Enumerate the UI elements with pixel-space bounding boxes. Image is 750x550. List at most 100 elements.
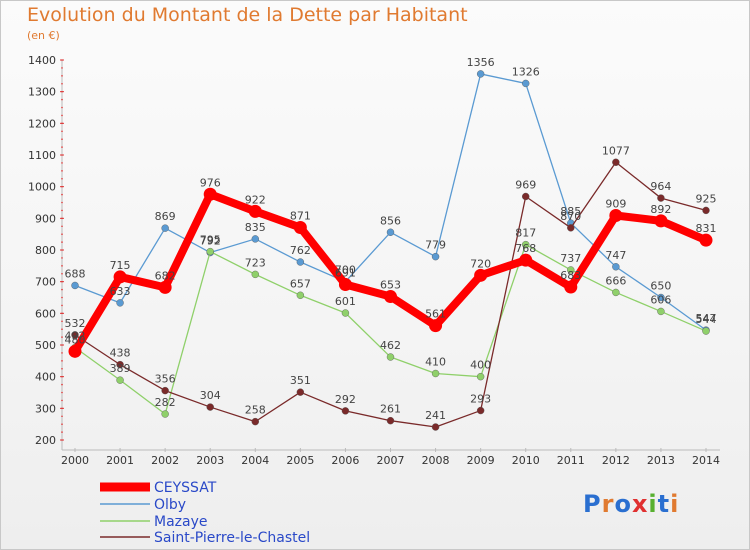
y-tick-label: 500: [35, 339, 56, 352]
data-point: [386, 228, 395, 236]
data-point: [296, 258, 305, 266]
data-label: 683: [560, 269, 581, 282]
data-label: 737: [560, 252, 581, 265]
y-minor-tick: [61, 193, 63, 196]
y-minor-tick: [61, 209, 63, 212]
data-point: [338, 278, 352, 292]
data-point: [251, 235, 259, 243]
data-label: 909: [605, 197, 626, 210]
data-label: 976: [200, 176, 221, 189]
y-minor-tick: [61, 304, 63, 307]
y-minor-tick: [61, 59, 63, 61]
data-point: [206, 403, 214, 411]
y-minor-tick: [61, 114, 63, 117]
y-minor-tick: [61, 320, 63, 323]
y-minor-tick: [61, 98, 63, 101]
data-point: [522, 240, 530, 249]
y-tick-label: 300: [35, 402, 56, 415]
y-minor-tick: [61, 257, 63, 259]
data-point: [341, 309, 350, 317]
data-label: 779: [425, 239, 446, 252]
data-point: [251, 417, 259, 426]
data-point: [474, 268, 488, 282]
y-minor-tick: [61, 146, 63, 148]
data-label: 633: [110, 285, 131, 298]
y-minor-tick: [61, 352, 63, 354]
y-minor-tick: [61, 312, 63, 315]
data-label: 601: [335, 295, 356, 308]
data-point: [476, 372, 485, 381]
data-point: [431, 423, 440, 431]
x-tick-label: 2003: [196, 454, 224, 467]
data-label: 747: [605, 249, 626, 262]
y-tick-label: 200: [35, 434, 56, 447]
y-minor-tick: [61, 177, 63, 180]
data-label: 835: [245, 221, 266, 234]
y-minor-tick: [61, 272, 63, 275]
x-tick-label: 2012: [602, 454, 630, 467]
data-point: [296, 291, 305, 299]
x-tick-label: 2010: [512, 454, 540, 467]
legend-entry: Olby: [154, 497, 186, 513]
y-minor-tick: [61, 423, 63, 425]
y-minor-tick: [61, 185, 63, 188]
data-label: 700: [335, 264, 356, 277]
data-label: 304: [200, 389, 221, 402]
data-label: 261: [380, 403, 401, 416]
data-label: 892: [650, 203, 671, 216]
y-minor-tick: [61, 367, 63, 370]
y-minor-tick: [61, 439, 63, 441]
data-label: 351: [290, 374, 311, 387]
data-label: 561: [425, 308, 446, 321]
data-label: 653: [380, 279, 401, 292]
data-point: [567, 224, 575, 232]
x-tick-label: 2013: [647, 454, 675, 467]
y-minor-tick: [61, 360, 63, 362]
data-point: [564, 280, 578, 294]
y-minor-tick: [61, 328, 63, 330]
y-minor-tick: [61, 82, 63, 85]
y-minor-tick: [61, 154, 63, 156]
y-tick-label: 400: [35, 371, 56, 384]
data-point: [251, 270, 259, 279]
data-point: [384, 290, 397, 304]
data-point: [609, 208, 623, 222]
data-point: [203, 187, 217, 201]
data-point: [113, 270, 127, 284]
data-point: [341, 407, 350, 415]
x-tick-label: 2006: [331, 454, 359, 467]
y-tick-label: 1100: [28, 149, 56, 162]
data-point: [116, 376, 124, 384]
y-minor-tick: [61, 217, 63, 220]
data-label: 241: [425, 409, 446, 422]
data-point: [567, 266, 575, 274]
data-point: [522, 79, 530, 88]
y-minor-tick: [61, 106, 63, 109]
data-label: 657: [290, 277, 311, 290]
data-label: 922: [245, 193, 266, 206]
x-tick-label: 2002: [151, 454, 179, 467]
data-point: [158, 280, 172, 294]
data-point: [522, 192, 530, 201]
x-tick-label: 2008: [422, 454, 450, 467]
logo-letter: i: [648, 490, 658, 518]
legend-entry: Saint-Pierre-le-Chastel: [154, 530, 310, 546]
x-tick-label: 2007: [377, 454, 405, 467]
data-point: [161, 410, 169, 418]
y-minor-tick: [61, 336, 63, 338]
data-label: 688: [65, 267, 86, 280]
data-point: [248, 204, 262, 218]
data-label: 762: [290, 244, 311, 257]
y-minor-tick: [61, 431, 63, 433]
legend-entry: Mazaye: [154, 514, 207, 530]
y-minor-tick: [61, 75, 63, 77]
data-label: 544: [696, 313, 717, 326]
y-minor-tick: [61, 90, 63, 93]
data-label: 438: [110, 347, 131, 360]
data-label: 1356: [467, 56, 495, 69]
y-minor-tick: [61, 138, 63, 140]
x-tick-label: 2000: [61, 454, 89, 467]
data-point: [654, 214, 668, 228]
data-label: 870: [560, 210, 581, 223]
data-label: 869: [155, 210, 176, 223]
